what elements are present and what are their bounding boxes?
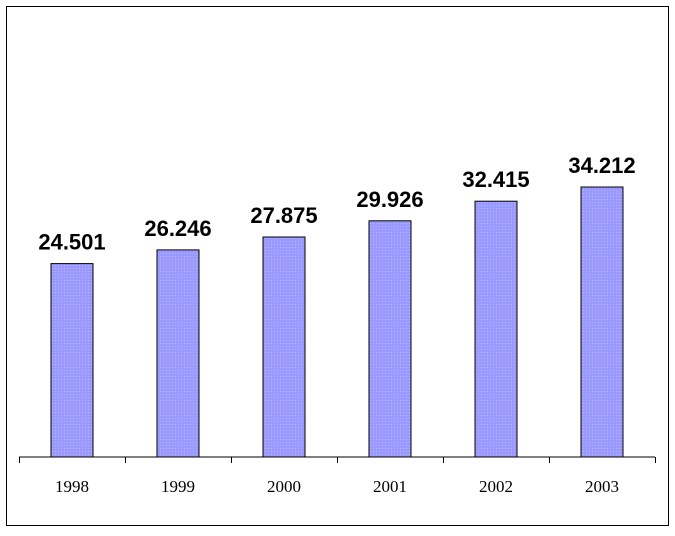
- tick-labels-layer: 1998 1999 2000 2001 2002 2003: [55, 477, 619, 496]
- bar-2001: [368, 220, 412, 458]
- data-label-2000: 27.875: [250, 203, 317, 228]
- data-label-2003: 34.212: [568, 153, 635, 178]
- x-tick-label-2003: 2003: [585, 477, 619, 496]
- bar-2003: [580, 186, 624, 458]
- data-label-2002: 32.415: [462, 167, 529, 192]
- bar-2002: [474, 200, 518, 458]
- data-label-1998: 24.501: [38, 230, 105, 255]
- x-tick-label-2002: 2002: [479, 477, 513, 496]
- bar-1998: [50, 263, 94, 458]
- x-tick-label-2001: 2001: [373, 477, 407, 496]
- x-tick-label-1998: 1998: [55, 477, 89, 496]
- x-tick-label-1999: 1999: [161, 477, 195, 496]
- data-labels-layer: 24.501 26.246 27.875 29.926 32.415 34.212: [38, 153, 635, 255]
- x-tick-label-2000: 2000: [267, 477, 301, 496]
- data-label-2001: 29.926: [356, 187, 423, 212]
- bars-layer: [50, 186, 624, 458]
- chart-frame: [6, 6, 669, 526]
- bar-2000: [262, 236, 306, 458]
- x-axis: [19, 456, 656, 463]
- data-label-1999: 26.246: [144, 216, 211, 241]
- bar-1999: [156, 249, 200, 458]
